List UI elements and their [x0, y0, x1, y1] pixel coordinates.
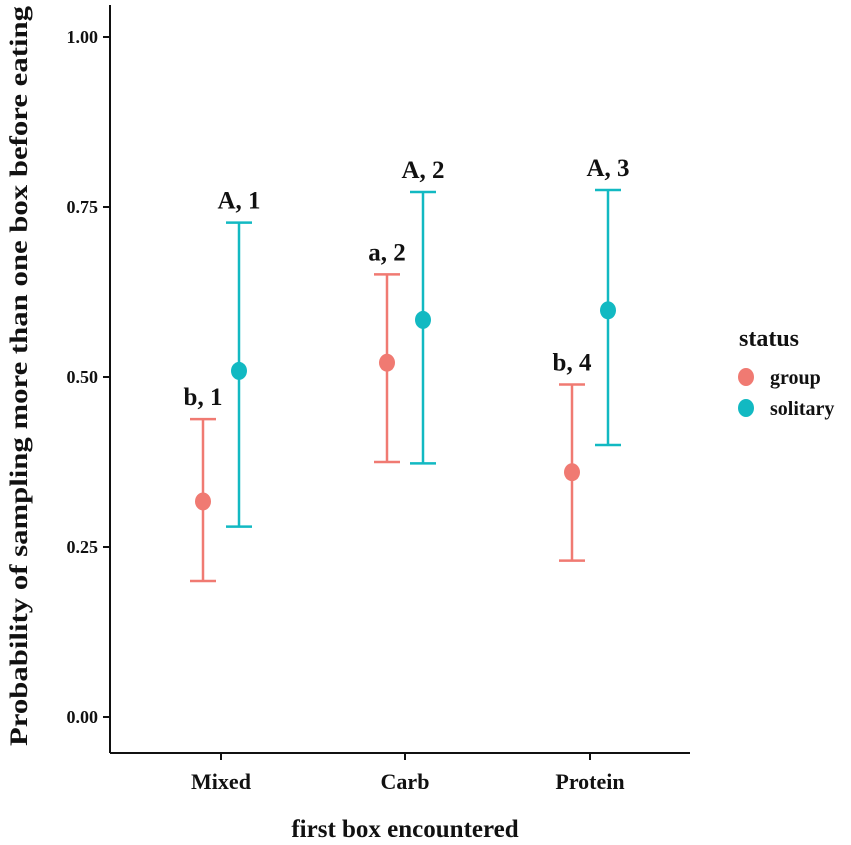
point-annotation: b, 1: [184, 384, 223, 411]
point-annotation: A, 3: [586, 155, 629, 182]
point-group: [379, 353, 395, 372]
data-point-solitary: A, 2: [401, 157, 445, 465]
data-point-group: b, 4: [553, 349, 592, 562]
x-axis-title: first box encountered: [291, 816, 518, 843]
point-annotation: b, 4: [553, 349, 592, 376]
legend-label: solitary: [770, 398, 834, 420]
y-tick-label: 1.00: [67, 27, 99, 47]
plot-area: b, 1 a, 2 b, 4 A, 1 A, 2 A, 3: [184, 155, 630, 583]
data-point-solitary: A, 3: [586, 155, 630, 447]
legend-key-group: [738, 368, 754, 386]
legend-title: status: [739, 326, 799, 352]
legend-key-solitary: [738, 399, 754, 417]
legend-item-group: group: [738, 367, 821, 389]
y-axis: 0.00 0.25 0.50 0.75 1.00: [67, 5, 111, 753]
x-tick-label: Carb: [381, 769, 430, 794]
y-tick-label: 0.75: [67, 197, 99, 217]
x-tick-label: Protein: [555, 769, 624, 794]
y-tick-label: 0.25: [67, 537, 99, 557]
point-annotation: A, 1: [217, 188, 260, 215]
point-annotation: A, 2: [401, 157, 444, 184]
legend-item-solitary: solitary: [738, 398, 834, 420]
point-solitary: [600, 301, 616, 320]
x-tick-label: Mixed: [191, 769, 251, 794]
legend: status group solitary: [738, 326, 834, 420]
data-point-group: a, 2: [368, 239, 406, 464]
point-solitary: [415, 310, 431, 329]
x-axis: Mixed Carb Protein: [110, 752, 690, 794]
data-point-solitary: A, 1: [217, 188, 261, 528]
point-solitary: [231, 361, 247, 380]
data-point-group: b, 1: [184, 384, 223, 583]
y-tick-label: 0.00: [67, 707, 99, 727]
point-annotation: a, 2: [368, 239, 406, 266]
y-tick-label: 0.50: [67, 367, 99, 387]
legend-label: group: [770, 367, 821, 389]
point-group: [564, 463, 580, 482]
y-axis-title: Probability of sampling more than one bo…: [6, 5, 33, 746]
point-group: [195, 492, 211, 511]
